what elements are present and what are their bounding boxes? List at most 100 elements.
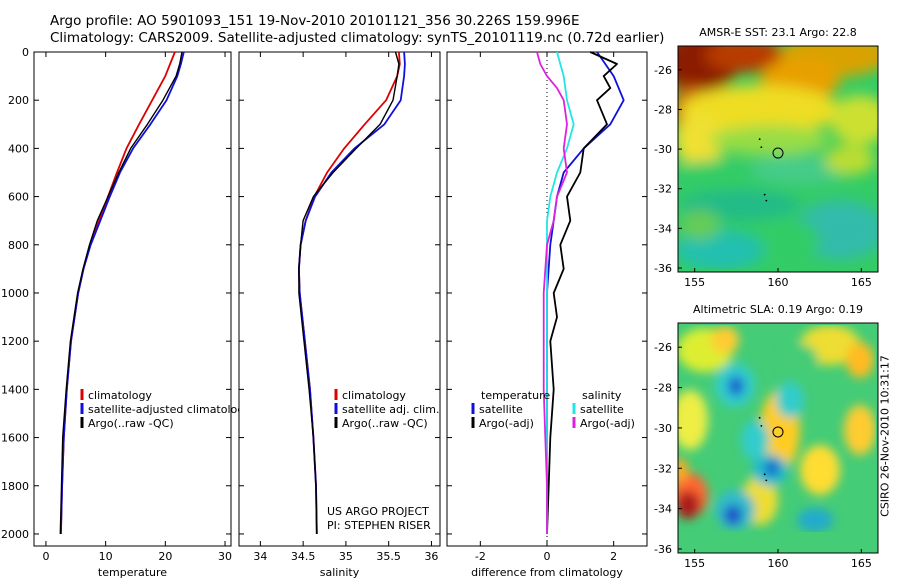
previous-position-dot (760, 146, 763, 149)
map-color-patch (760, 220, 820, 260)
y-tick-label: 400 (8, 142, 29, 155)
legend-label: Argo(-adj) (580, 417, 635, 430)
map-x-tick-label: 165 (851, 276, 872, 289)
legend-label: climatology (88, 389, 152, 402)
map-color-patch (678, 491, 700, 519)
map-color-patch (830, 95, 878, 145)
map-y-tick-label: -36 (654, 543, 672, 556)
legend-title: salinity (582, 389, 622, 402)
map-color-patch (705, 46, 785, 73)
y-tick-label: 200 (8, 94, 29, 107)
map-y-tick-label: -30 (654, 143, 672, 156)
series-line (546, 51, 618, 535)
x-tick-label: 35.5 (376, 550, 401, 563)
map-color-patch (776, 382, 804, 418)
map-x-tick-label: 160 (768, 557, 789, 570)
legend-label: Argo(-adj) (479, 417, 534, 430)
argo-position-marker (772, 147, 784, 159)
map-y-tick-label: -32 (654, 462, 672, 475)
figure-title-line-2: Climatology: CARS2009. Satellite-adjuste… (50, 30, 665, 46)
previous-position-dot (765, 199, 768, 202)
x-axis-label: temperature (98, 566, 167, 579)
y-tick-label: 1400 (1, 383, 29, 396)
timestamp-stamp: CSIRO 26-Nov-2010 10:31:17 (878, 355, 892, 517)
legend-label: Argo(..raw -QC) (88, 417, 174, 430)
x-tick-label: 34 (253, 550, 267, 563)
x-tick-label: 0 (544, 550, 551, 563)
y-tick-label: 1600 (1, 432, 29, 445)
map-y-tick-label: -30 (654, 422, 672, 435)
series-line (536, 51, 568, 534)
previous-position-dot (763, 193, 766, 196)
previous-position-dot (763, 473, 766, 476)
map-y-tick-label: -32 (654, 183, 672, 196)
x-tick-label: 34.5 (291, 550, 316, 563)
y-tick-label: 600 (8, 191, 29, 204)
legend-label: satellite (479, 403, 523, 416)
map-color-patch (678, 230, 765, 270)
x-tick-label: 35 (339, 550, 353, 563)
map-color-patch (678, 458, 688, 482)
previous-position-dot (758, 138, 761, 141)
map-y-tick-label: -36 (654, 262, 672, 275)
map-field (678, 323, 878, 553)
legend-label: satellite (580, 403, 624, 416)
x-tick-label: 20 (158, 550, 172, 563)
map-color-patch (750, 155, 850, 185)
map-color-patch (728, 376, 744, 396)
panel-temperature: 0 10 20 30 0 200 400 600 800 1000 1200 1400 1600 1800… (1, 46, 251, 579)
y-tick-label: 800 (8, 239, 29, 252)
map-x-tick-label: 155 (684, 557, 705, 570)
map-y-tick-label: -28 (654, 103, 672, 116)
legend-label: climatology (342, 389, 406, 402)
series-line (60, 51, 185, 535)
map-y-tick-label: -28 (654, 382, 672, 395)
map-color-patch (800, 445, 840, 495)
map-y-tick-label: -26 (654, 341, 672, 354)
map-color-patch (711, 326, 739, 354)
map-color-patch (680, 210, 720, 240)
map-color-field (678, 46, 878, 270)
x-tick-label: 36 (424, 550, 438, 563)
map-color-patch (678, 112, 725, 168)
previous-position-dot (765, 479, 768, 482)
series-line (546, 51, 575, 534)
legend-label: satellite adj. clim. (342, 403, 439, 416)
x-tick-label: 0 (42, 550, 49, 563)
previous-position-dot (758, 416, 761, 419)
map-color-patch (741, 420, 769, 460)
x-axis-label: difference from climatology (471, 566, 623, 579)
map-x-tick-label: 155 (684, 276, 705, 289)
y-tick-label: 1800 (1, 480, 29, 493)
x-tick-label: -2 (475, 550, 486, 563)
plot-frame (33, 51, 232, 547)
panel-sla-map: Altimetric SLA: 0.19 Argo: 0.19 155 160 165… (654, 303, 879, 570)
y-tick-label: 1000 (1, 287, 29, 300)
panel-difference: -2 0 2 difference from climatology temperatu… (446, 51, 648, 579)
map-color-patch (710, 125, 830, 155)
series-line (59, 51, 183, 535)
x-tick-label: 30 (218, 550, 232, 563)
y-tick-label: 1200 (1, 335, 29, 348)
map-field (678, 46, 878, 272)
map-y-tick-label: -34 (654, 503, 672, 516)
map-x-tick-label: 165 (851, 557, 872, 570)
map-color-patch (782, 344, 818, 376)
map-color-patch (844, 405, 876, 455)
map-color-patch (797, 508, 833, 532)
legend-label: Argo(..raw -QC) (342, 417, 428, 430)
map-color-patch (678, 160, 770, 190)
map-color-patch (765, 460, 779, 476)
map-title: AMSR-E SST: 23.1 Argo: 22.8 (699, 26, 857, 39)
map-color-patch (724, 505, 742, 525)
project-annotation: PI: STEPHEN RISER (327, 519, 431, 532)
map-y-tick-label: -26 (654, 64, 672, 77)
x-tick-label: 10 (99, 550, 113, 563)
argo-position-marker (772, 426, 784, 438)
map-color-field (678, 325, 876, 532)
map-color-patch (825, 145, 875, 175)
map-title: Altimetric SLA: 0.19 Argo: 0.19 (693, 303, 863, 316)
project-annotation: US ARGO PROJECT (327, 505, 429, 518)
panel-salinity: 34 34.5 35 35.5 36 salinity climatologysatelli… (238, 51, 441, 579)
y-tick-label: 2000 (1, 528, 29, 541)
